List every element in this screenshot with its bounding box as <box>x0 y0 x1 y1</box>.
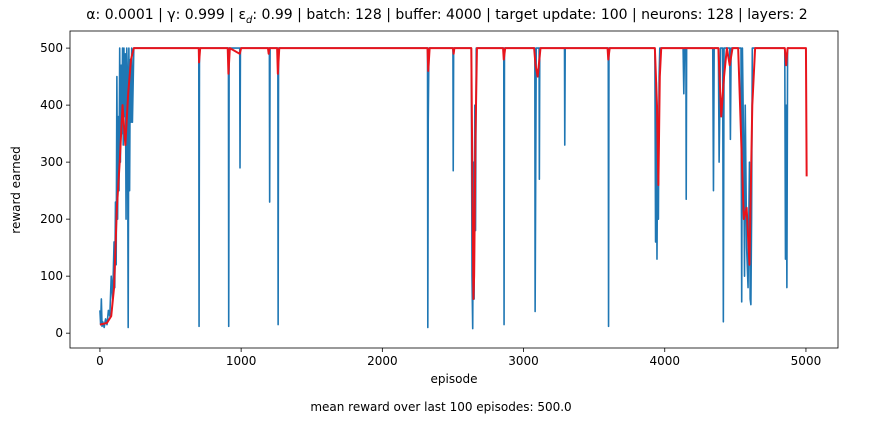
data-line <box>99 47 808 326</box>
y-axis-label: reward earned <box>9 146 23 233</box>
title-part: α: 0.0001 | γ: 0.999 | ε <box>86 7 246 23</box>
data-line <box>99 47 789 330</box>
x-tick-label: 4000 <box>649 354 680 368</box>
title-part: : 0.99 | batch: 128 | buffer: 4000 | tar… <box>252 7 807 23</box>
chart-title: α: 0.0001 | γ: 0.999 | εd: 0.99 | batch:… <box>86 7 807 26</box>
y-tick-label: 400 <box>40 98 63 112</box>
x-tick-label: 2000 <box>367 354 398 368</box>
x-tick-label: 0 <box>96 354 104 368</box>
y-tick-label: 500 <box>40 41 63 55</box>
title-subscript: d <box>246 15 253 26</box>
y-tick-label: 100 <box>40 269 63 283</box>
y-tick-label: 0 <box>55 326 63 340</box>
x-tick-label: 5000 <box>791 354 822 368</box>
annotation: mean reward over last 100 episodes: 500.… <box>310 400 571 414</box>
x-tick-label: 1000 <box>226 354 257 368</box>
y-tick-label: 300 <box>40 155 63 169</box>
x-axis-label: episode <box>431 372 478 386</box>
x-tick-label: 3000 <box>508 354 539 368</box>
y-tick-label: 200 <box>40 212 63 226</box>
plot-frame <box>69 30 839 349</box>
